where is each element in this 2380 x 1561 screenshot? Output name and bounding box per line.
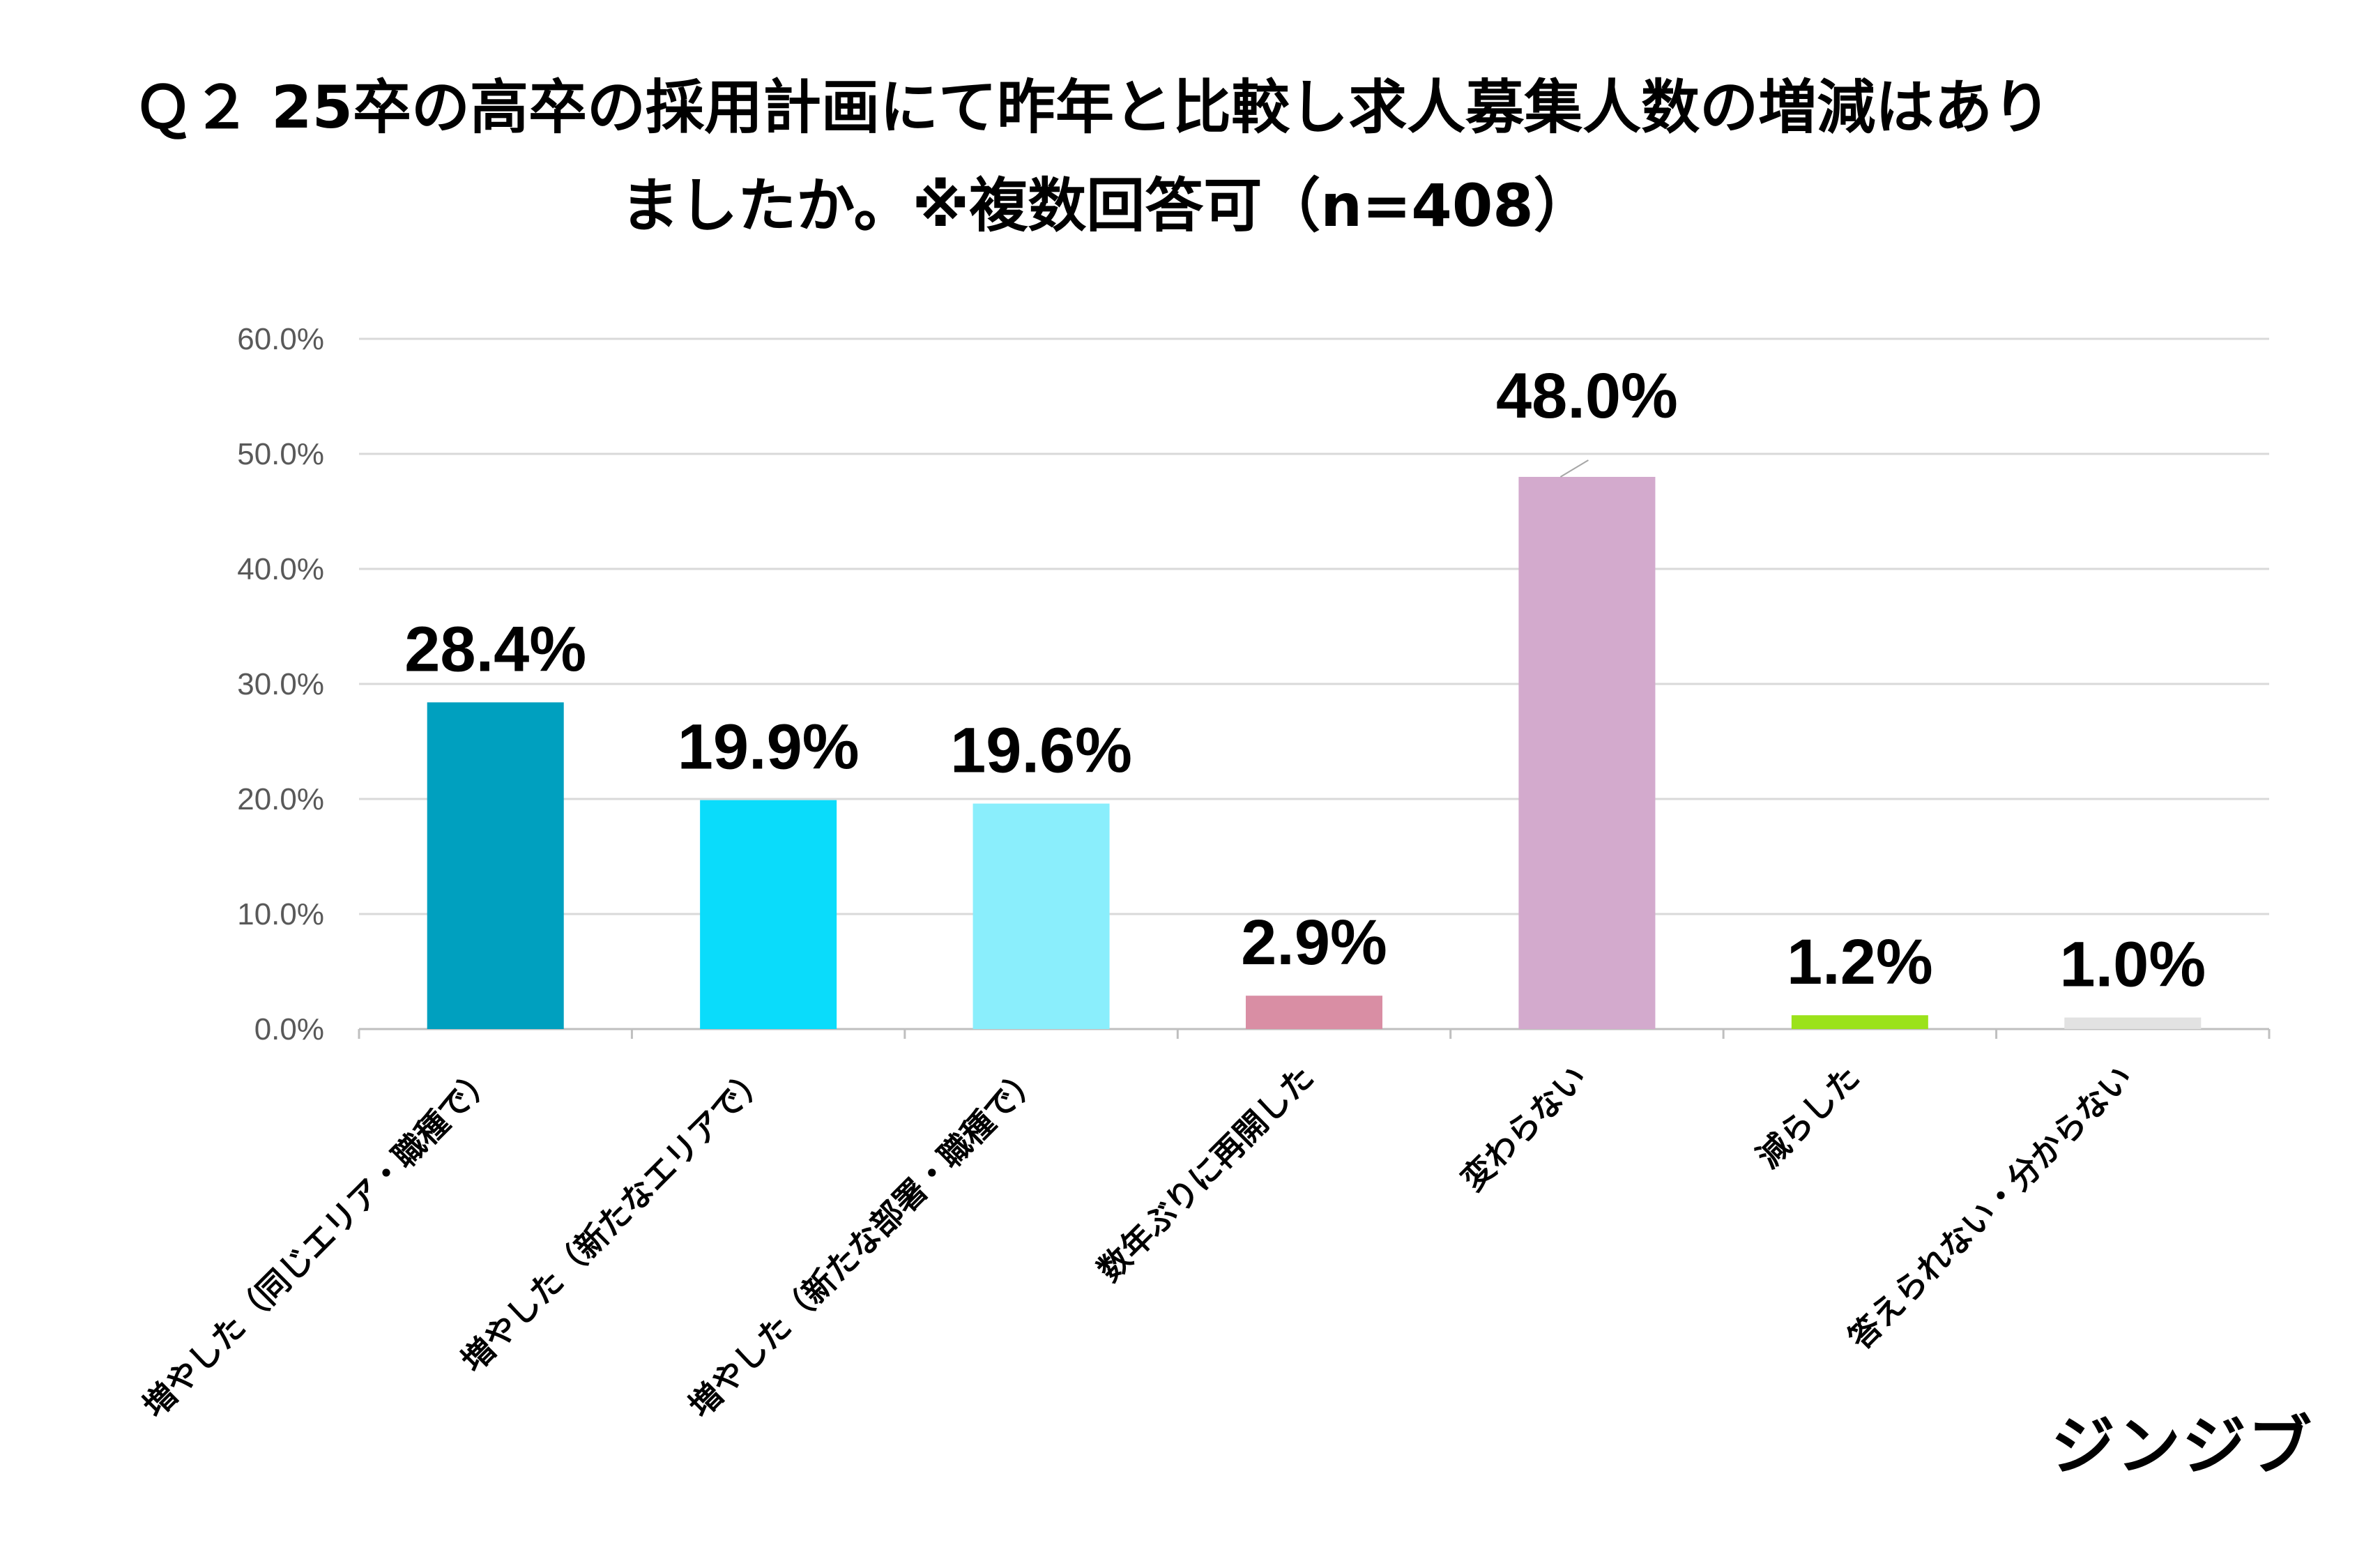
bar-6 (1791, 1015, 1928, 1029)
bar-3 (972, 803, 1110, 1029)
chart-title-line-1: Ｑ２ 25卒の高卒の採用計画にて昨年と比較し求人募集人数の増減はあり (133, 73, 2052, 142)
category-label-6: 減らした (1749, 1058, 1866, 1175)
category-label-4: 数年ぶりに再開した (1090, 1058, 1321, 1289)
data-label-4: 2.9% (1241, 907, 1387, 978)
data-label-5: 48.0% (1496, 360, 1678, 432)
data-label-2: 19.9% (678, 712, 860, 783)
category-label-1: 増やした（同じエリア・職種で） (135, 1058, 502, 1425)
data-label-7: 1.0% (2059, 929, 2206, 1000)
category-label-7: 答えられない・分からない (1841, 1058, 2140, 1357)
y-tick-label: 0.0% (254, 1012, 324, 1046)
y-tick-label: 50.0% (237, 437, 324, 471)
bar-1 (427, 702, 564, 1029)
bar-5 (1518, 477, 1656, 1029)
data-label-6: 1.2% (1787, 927, 1933, 998)
bar-7 (2064, 1017, 2202, 1029)
data-label-3: 19.6% (950, 715, 1132, 786)
y-tick-label: 20.0% (237, 782, 324, 816)
brand-logo: ジンジブ (2050, 1409, 2313, 1484)
category-label-2: 増やした（新たなエリアで） (454, 1058, 775, 1380)
y-tick-label: 60.0% (237, 322, 324, 356)
y-tick-label: 10.0% (237, 897, 324, 931)
y-tick-label: 40.0% (237, 552, 324, 586)
y-tick-label: 30.0% (237, 667, 324, 701)
chart-title-line-2: ましたか。※複数回答可（n=408） (620, 172, 1592, 240)
data-label-leader-line (1559, 459, 1589, 478)
data-label-1: 28.4% (404, 614, 586, 685)
bar-2 (700, 800, 837, 1029)
category-label-5: 変わらない (1454, 1058, 1594, 1198)
bar-4 (1246, 996, 1382, 1029)
